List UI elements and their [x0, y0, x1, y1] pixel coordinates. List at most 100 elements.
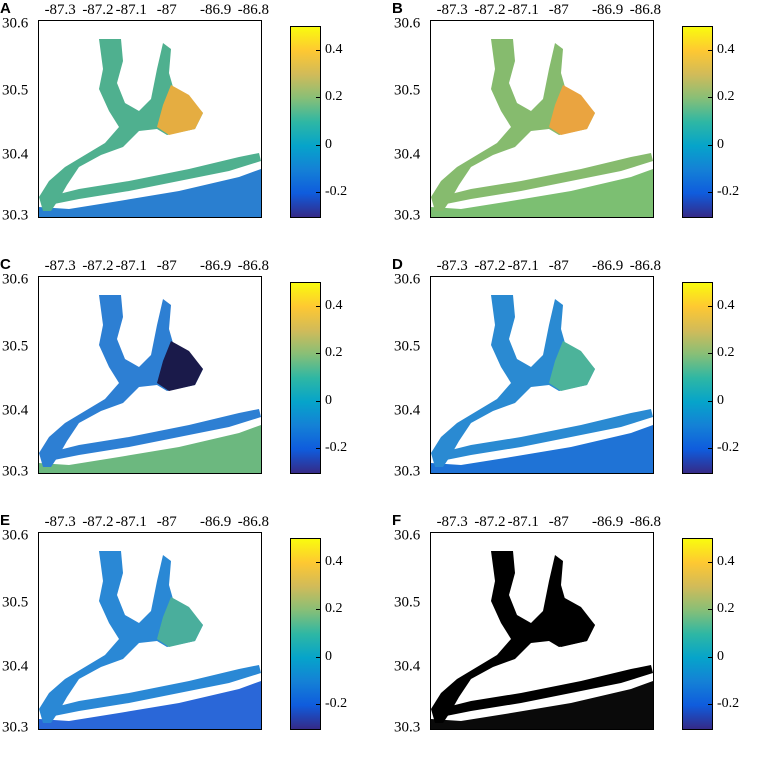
- x-tick-label: -87.1: [507, 2, 539, 18]
- east-bay-region: [157, 597, 203, 647]
- y-tick-label: 30.3: [2, 719, 29, 736]
- x-tick-label: -87.1: [507, 258, 539, 274]
- colorbar-tick-label: 0: [325, 648, 332, 664]
- colorbar-tick-label: 0.2: [325, 345, 343, 361]
- colorbar-tick-mark: [708, 561, 712, 563]
- east-bay-region: [157, 341, 203, 391]
- x-tick-label: -86.9: [199, 258, 232, 274]
- colorbar-tick-mark: [316, 49, 320, 51]
- colorbar-tick-label: 0.4: [325, 41, 343, 57]
- colorbar-tick-mark: [316, 561, 320, 563]
- colorbar-tick-mark: [316, 609, 320, 611]
- map-svg: [431, 39, 653, 217]
- x-tick-label: -86.8: [237, 2, 269, 18]
- y-tick-label: 30.3: [394, 463, 421, 480]
- colorbar-tick-label: 0.2: [717, 89, 735, 105]
- colorbar: [290, 538, 321, 730]
- x-tick-label: -87: [156, 2, 177, 18]
- gulf-water-region: [431, 169, 653, 217]
- bay-region: [431, 39, 595, 211]
- colorbar-tick-label: 0: [717, 392, 724, 408]
- x-tick-label: -87.3: [44, 2, 76, 18]
- map-area: [430, 276, 654, 474]
- barrier-sound-region: [47, 153, 261, 205]
- y-tick-label: 30.4: [2, 402, 29, 419]
- x-tick-label: -87.2: [82, 514, 114, 530]
- x-tick-label: -86.8: [629, 514, 661, 530]
- colorbar-tick-mark: [708, 49, 712, 51]
- colorbar-tick-mark: [708, 144, 712, 146]
- x-tick-label: -87: [548, 514, 569, 530]
- colorbar-tick-label: -0.2: [325, 696, 348, 712]
- panel-d: D -87.3 -87.2 -87.1 -87 -86.9 -86.8 30.6 30.5 30.…: [392, 256, 762, 501]
- bay-region: [431, 295, 595, 467]
- barrier-sound-region: [47, 665, 261, 717]
- colorbar-tick-label: 0: [717, 136, 724, 152]
- colorbar-tick-label: -0.2: [325, 440, 348, 456]
- y-tick-label: 30.3: [394, 719, 421, 736]
- y-tick-label: 30.6: [2, 271, 29, 288]
- map-area: [430, 20, 654, 218]
- panel-a: A -87.3 -87.2 -87.1 -87 -86.9 -86.8 30.6 30.5 30.…: [0, 0, 370, 245]
- colorbar-tick-label: 0.4: [325, 553, 343, 569]
- x-tick-label: -87.2: [474, 514, 506, 530]
- colorbar-tick-mark: [316, 192, 320, 194]
- east-bay-region: [549, 85, 595, 135]
- colorbar: [682, 538, 713, 730]
- panel-label: E: [0, 512, 11, 529]
- colorbar-tick-mark: [316, 704, 320, 706]
- colorbar-tick-mark: [708, 97, 712, 99]
- colorbar-tick-mark: [316, 448, 320, 450]
- y-tick-label: 30.4: [394, 146, 421, 163]
- x-tick-label: -87.3: [44, 258, 76, 274]
- x-tick-label: -87.3: [436, 2, 468, 18]
- x-tick-label: -86.9: [199, 514, 232, 530]
- x-tick-label: -86.9: [591, 514, 624, 530]
- y-tick-label: 30.4: [2, 658, 29, 675]
- y-tick-label: 30.4: [394, 402, 421, 419]
- x-tick-label: -87: [156, 258, 177, 274]
- colorbar-tick-label: -0.2: [717, 696, 740, 712]
- colorbar-tick-mark: [316, 656, 320, 658]
- colorbar-tick-mark: [708, 704, 712, 706]
- map-svg: [39, 551, 261, 729]
- bay-region: [39, 551, 203, 723]
- colorbar-tick-label: 0.4: [325, 297, 343, 313]
- x-tick-label: -86.8: [629, 258, 661, 274]
- colorbar-tick-mark: [708, 400, 712, 402]
- x-tick-label: -86.8: [237, 514, 269, 530]
- panel-label: D: [392, 256, 403, 273]
- y-tick-label: 30.5: [394, 594, 421, 611]
- colorbar-tick-mark: [708, 448, 712, 450]
- map-area: [38, 532, 262, 730]
- colorbar-tick-label: -0.2: [717, 440, 740, 456]
- x-tick-label: -87.1: [115, 2, 147, 18]
- x-tick-label: -87: [548, 2, 569, 18]
- panel-label: C: [0, 256, 11, 273]
- colorbar: [290, 26, 321, 218]
- barrier-sound-region: [439, 665, 653, 717]
- colorbar-tick-label: 0: [717, 648, 724, 664]
- panel-e: E -87.3 -87.2 -87.1 -87 -86.9 -86.8 30.6 30.5 30.…: [0, 512, 370, 757]
- x-tick-label: -87: [156, 514, 177, 530]
- colorbar-tick-label: -0.2: [325, 184, 348, 200]
- bay-region: [39, 39, 203, 211]
- colorbar-tick-label: 0.2: [325, 601, 343, 617]
- colorbar-tick-mark: [316, 400, 320, 402]
- x-tick-label: -87.2: [474, 2, 506, 18]
- x-tick-label: -87.2: [82, 258, 114, 274]
- y-tick-label: 30.4: [2, 146, 29, 163]
- gulf-water-region: [431, 681, 653, 729]
- colorbar: [682, 282, 713, 474]
- y-tick-label: 30.6: [394, 527, 421, 544]
- map-svg: [431, 295, 653, 473]
- panel-label: F: [392, 512, 402, 529]
- y-tick-label: 30.6: [2, 527, 29, 544]
- colorbar-tick-label: 0.2: [717, 601, 735, 617]
- colorbar-tick-mark: [708, 353, 712, 355]
- colorbar-tick-mark: [708, 656, 712, 658]
- map-area: [38, 20, 262, 218]
- y-tick-label: 30.3: [394, 207, 421, 224]
- colorbar-tick-label: 0.4: [717, 553, 735, 569]
- colorbar-tick-mark: [708, 305, 712, 307]
